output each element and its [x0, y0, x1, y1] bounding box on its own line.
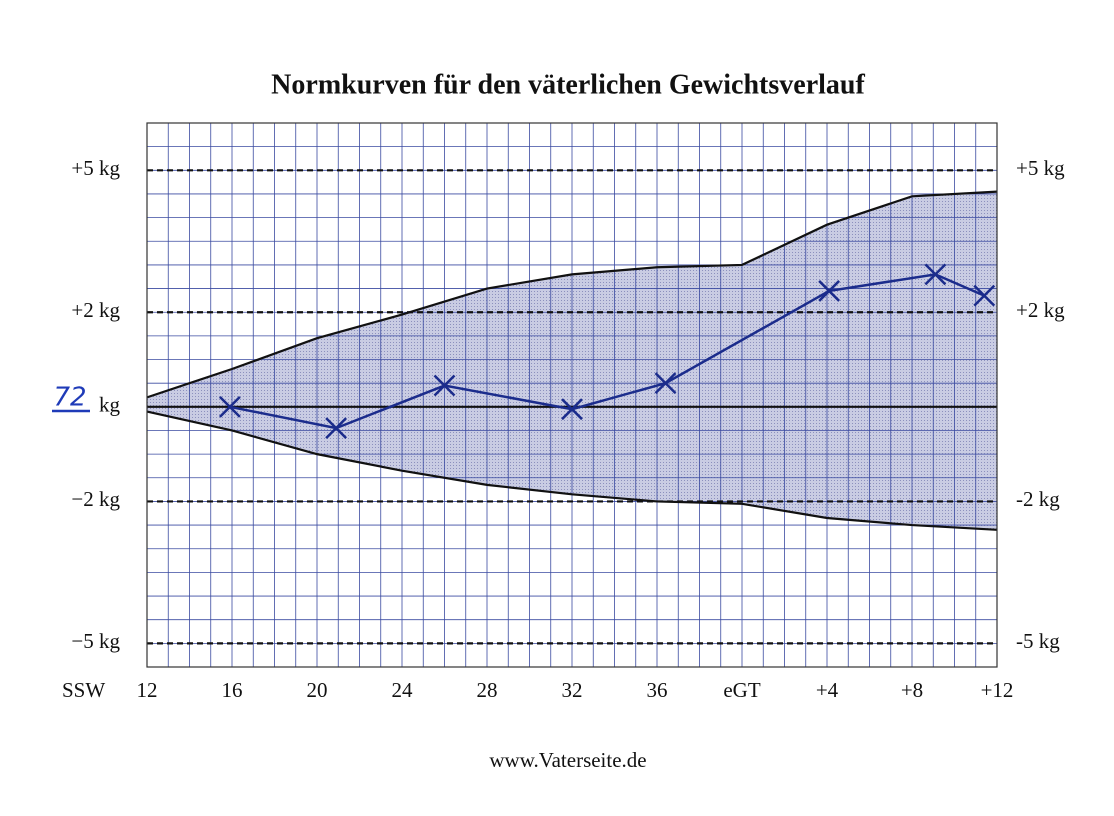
y2-tick-label: +5 kg [1016, 156, 1065, 180]
chart-title: Normkurven für den väterlichen Gewichtsv… [271, 69, 865, 100]
x-tick-label: +8 [901, 678, 923, 702]
y-tick-label: −2 kg [71, 487, 120, 511]
footer: www.Vaterseite.de [489, 748, 646, 772]
x-tick-label: eGT [723, 678, 760, 702]
x-tick-label: 24 [392, 678, 414, 702]
y-tick-label: kg [99, 393, 121, 417]
plot-frame [146, 122, 998, 668]
weight-point [654, 372, 677, 395]
weight-point [924, 263, 947, 286]
y2-tick-label: -5 kg [1016, 629, 1060, 653]
y-tick-label: +2 kg [71, 298, 120, 322]
weight-point [433, 374, 456, 397]
x-tick-label: 36 [647, 678, 668, 702]
handwritten-weight: 72 [53, 383, 86, 413]
weight-point [325, 417, 348, 439]
x-tick-label: 28 [477, 678, 498, 702]
x-tick-label: 20 [307, 678, 328, 702]
x-tick-label: +4 [816, 678, 839, 702]
weight-point [973, 284, 996, 307]
x-axis-label: SSW [62, 678, 105, 702]
x-tick-label: 32 [562, 678, 583, 702]
x-tick-label: +12 [981, 678, 1014, 702]
y-tick-label: −5 kg [71, 629, 120, 653]
band-edge [146, 410, 998, 531]
weight-point [218, 395, 241, 418]
y2-tick-label: +2 kg [1016, 298, 1065, 322]
x-tick-label: 16 [222, 678, 243, 702]
y2-tick-label: -2 kg [1016, 487, 1060, 511]
weight-point [561, 398, 583, 421]
weight-line [229, 273, 985, 430]
weight-point [818, 280, 841, 302]
y-tick-label: +5 kg [71, 156, 120, 180]
x-tick-label: 12 [137, 678, 158, 702]
band-edge [146, 190, 998, 399]
